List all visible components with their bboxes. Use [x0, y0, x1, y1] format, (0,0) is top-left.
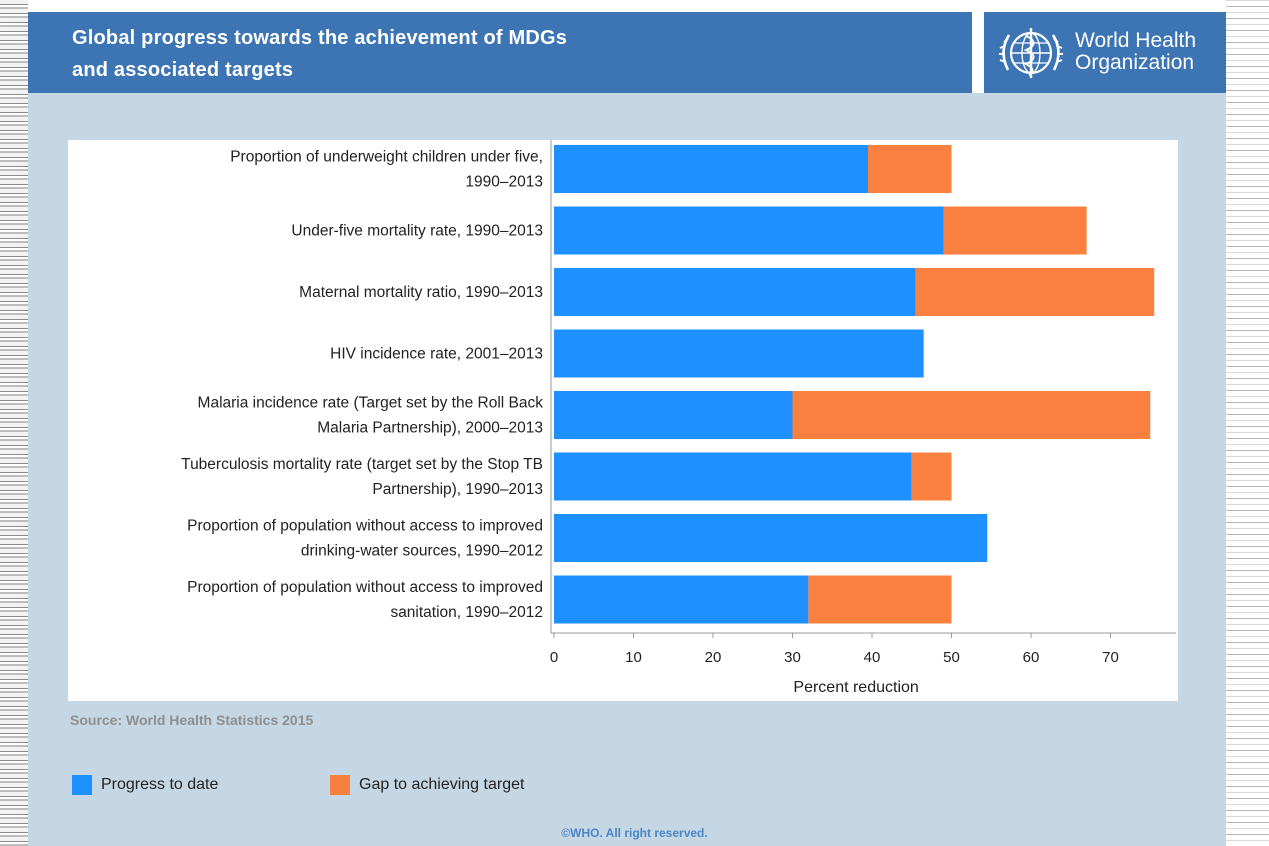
x-tick-label-40: 40	[864, 649, 881, 666]
bar-progress-6	[554, 514, 988, 562]
category-label-5-0: Tuberculosis mortality rate (target set …	[181, 456, 543, 473]
x-tick-label-70: 70	[1102, 649, 1119, 666]
title-line-2: and associated targets	[72, 59, 294, 81]
header-divider	[972, 12, 984, 93]
legend-swatch-gap	[330, 775, 350, 795]
scan-border-right	[1226, 0, 1269, 846]
bar-progress-0	[554, 145, 869, 193]
category-label-7-1: sanitation, 1990–2012	[390, 604, 543, 621]
bar-progress-7	[554, 575, 809, 624]
category-label-7-0: Proportion of population without access …	[187, 579, 543, 596]
legend-swatch-progress	[72, 775, 92, 795]
copyright-notice: ©WHO. All right reserved.	[561, 826, 708, 840]
category-label-2-0: Maternal mortality ratio, 1990–2013	[299, 284, 543, 301]
title-bar	[28, 12, 972, 93]
bar-progress-4	[554, 391, 793, 439]
bar-gap-5	[911, 452, 952, 501]
category-label-5-1: Partnership), 1990–2013	[372, 481, 543, 498]
legend-label-gap: Gap to achieving target	[359, 776, 525, 793]
legend-gap: Gap to achieving target	[330, 774, 524, 796]
category-label-1-0: Under-five mortality rate, 1990–2013	[291, 223, 543, 240]
legend-progress: Progress to date	[72, 774, 218, 796]
x-tick-label-60: 60	[1023, 649, 1040, 666]
category-label-0-1: 1990–2013	[465, 174, 543, 191]
x-tick-label-20: 20	[705, 649, 722, 666]
org-line-2: Organization	[1075, 51, 1195, 74]
x-axis-title: Percent reduction	[793, 679, 918, 696]
org-line-1: World Health	[1075, 29, 1196, 52]
x-tick-label-30: 30	[784, 649, 801, 666]
bar-gap-7	[808, 575, 952, 624]
legend-label-progress: Progress to date	[101, 776, 219, 793]
x-tick-label-50: 50	[943, 649, 960, 666]
source-note: Source: World Health Statistics 2015	[70, 712, 314, 728]
category-label-6-0: Proportion of population without access …	[187, 518, 543, 535]
page-title: Global progress towards the achievement …	[72, 22, 952, 86]
who-emblem-icon	[999, 28, 1063, 78]
bar-progress-5	[554, 452, 912, 501]
title-line-1: Global progress towards the achievement …	[72, 27, 568, 49]
category-label-4-1: Malaria Partnership), 2000–2013	[317, 420, 543, 437]
category-label-4-0: Malaria incidence rate (Target set by th…	[198, 395, 544, 412]
chart-area: Proportion of underweight children under…	[68, 140, 1178, 701]
organization-name: World Health Organization	[1075, 30, 1220, 74]
bar-gap-0	[868, 145, 952, 193]
scan-border-left	[0, 0, 28, 846]
x-tick-label-10: 10	[625, 649, 642, 666]
bar-progress-3	[554, 329, 924, 378]
bar-gap-2	[915, 268, 1155, 316]
bar-gap-1	[943, 206, 1087, 255]
bar-gap-4	[792, 391, 1151, 439]
x-tick-label-0: 0	[550, 649, 558, 666]
bar-chart: Proportion of underweight children under…	[181, 140, 1176, 696]
category-label-6-1: drinking-water sources, 1990–2012	[301, 543, 543, 560]
bar-progress-1	[554, 206, 944, 255]
category-label-0-0: Proportion of underweight children under…	[230, 149, 543, 166]
bar-progress-2	[554, 268, 916, 316]
category-label-3-0: HIV incidence rate, 2001–2013	[330, 346, 543, 363]
